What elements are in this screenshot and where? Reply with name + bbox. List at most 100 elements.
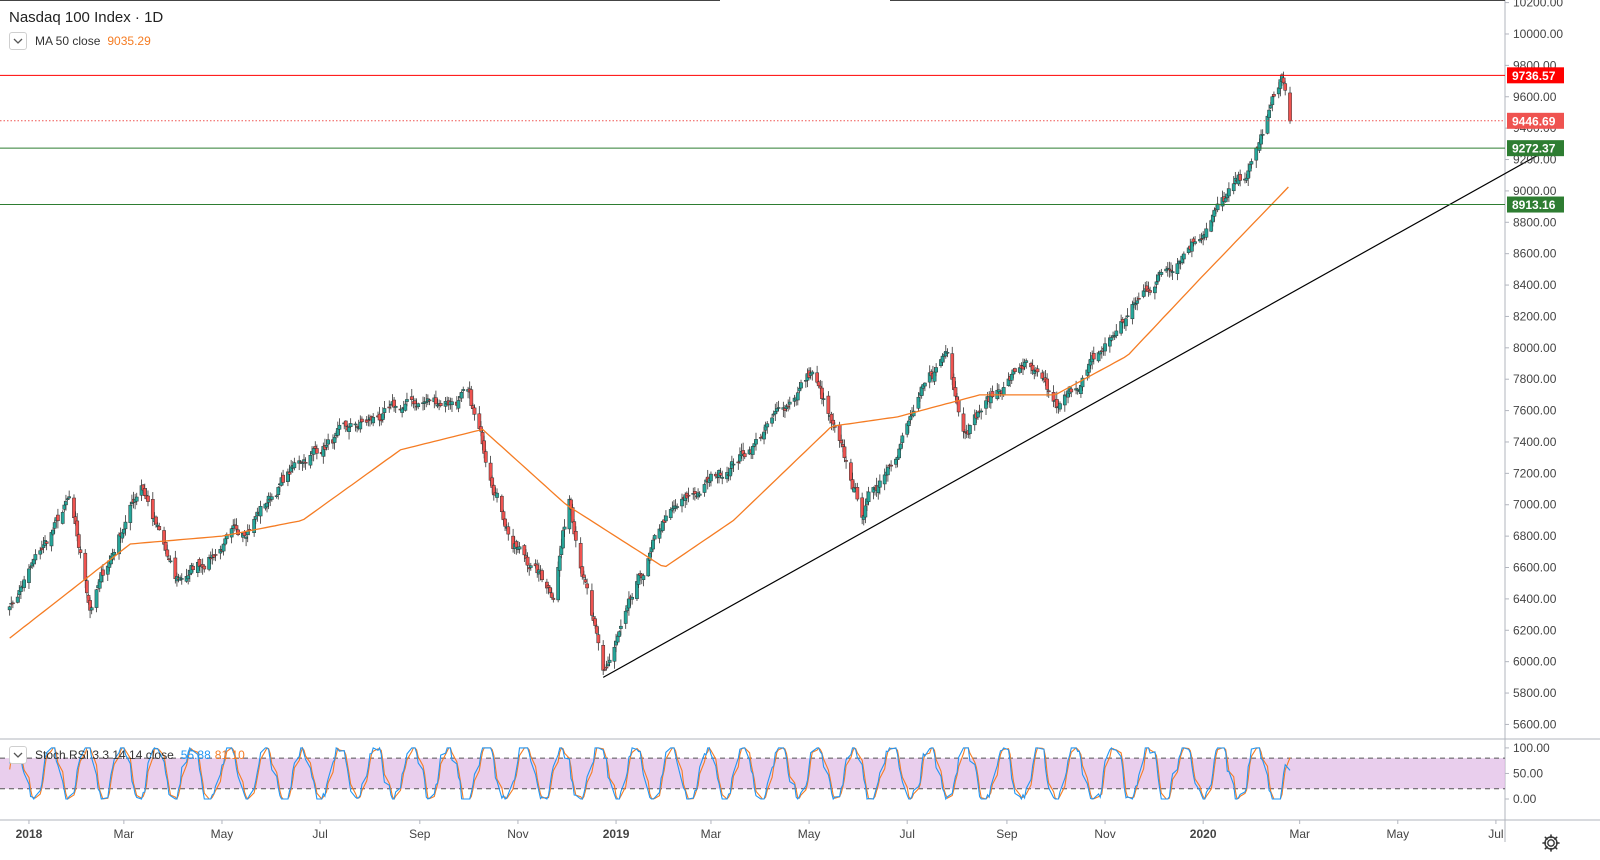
candle-up bbox=[347, 427, 351, 433]
candle-up bbox=[123, 521, 128, 530]
candle-down bbox=[281, 474, 285, 483]
candle-down bbox=[360, 418, 364, 423]
candle-down bbox=[150, 499, 155, 520]
candle-up bbox=[821, 398, 826, 400]
candle-up bbox=[1103, 343, 1107, 352]
candle-down bbox=[173, 557, 178, 580]
candle-down bbox=[1167, 268, 1172, 271]
candle-up bbox=[461, 389, 466, 391]
candle-down bbox=[956, 400, 961, 413]
price-level-tag-2 bbox=[1507, 140, 1564, 157]
chevron-down-icon[interactable] bbox=[9, 32, 27, 50]
candle-up bbox=[244, 536, 248, 539]
candle-down bbox=[815, 372, 819, 383]
candle-down bbox=[590, 590, 594, 616]
candle-down bbox=[287, 472, 292, 475]
candle-down bbox=[1136, 297, 1141, 300]
time-axis-label: May bbox=[211, 827, 234, 841]
price-axis-label: 6000.00 bbox=[1513, 655, 1557, 669]
candle-down bbox=[366, 419, 371, 422]
candle-up bbox=[1259, 134, 1263, 145]
candle-down bbox=[154, 516, 158, 525]
candle-down bbox=[503, 518, 507, 527]
candle-up bbox=[276, 487, 281, 495]
time-axis-label: 2020 bbox=[1190, 827, 1217, 841]
stoch-rsi-axis-label: 0.00 bbox=[1513, 792, 1537, 806]
candle-down bbox=[88, 600, 92, 611]
candle-up bbox=[754, 439, 758, 445]
time-axis-label: Nov bbox=[507, 827, 528, 841]
candle-down bbox=[839, 440, 844, 444]
candle-up bbox=[1135, 300, 1140, 304]
price-axis-label: 8800.00 bbox=[1513, 215, 1557, 229]
candle-up bbox=[1170, 271, 1175, 273]
candle-up bbox=[1223, 197, 1228, 203]
candle-down bbox=[849, 462, 853, 481]
candle-down bbox=[413, 400, 417, 405]
candle-up bbox=[1227, 188, 1231, 197]
ma-legend-label: MA 50 close bbox=[35, 34, 101, 48]
candle-down bbox=[594, 625, 599, 634]
candle-up bbox=[898, 443, 903, 450]
chart-title: Nasdaq 100 Index · 1D bbox=[9, 9, 164, 26]
candle-up bbox=[886, 467, 890, 476]
candle-up bbox=[940, 355, 945, 363]
candle-up bbox=[459, 392, 464, 399]
candle-up bbox=[265, 502, 269, 508]
candle-up bbox=[976, 411, 980, 418]
candle-down bbox=[514, 541, 519, 548]
candle-down bbox=[860, 497, 865, 518]
candle-down bbox=[1169, 269, 1173, 272]
candle-down bbox=[1035, 368, 1040, 373]
candle-up bbox=[221, 543, 226, 552]
candle-up bbox=[728, 468, 733, 477]
candle-up bbox=[117, 534, 121, 555]
candle-up bbox=[664, 515, 668, 522]
candle-down bbox=[469, 389, 474, 406]
candle-up bbox=[528, 565, 533, 568]
candle-up bbox=[810, 371, 815, 375]
candle-up bbox=[22, 579, 26, 588]
candle-up bbox=[326, 439, 330, 445]
candle-down bbox=[163, 542, 168, 551]
candle-up bbox=[863, 505, 868, 518]
candle-down bbox=[604, 666, 609, 669]
candle-down bbox=[427, 399, 432, 402]
candle-up bbox=[630, 596, 634, 600]
candle-down bbox=[78, 549, 83, 553]
candle-up bbox=[38, 550, 43, 555]
candle-down bbox=[483, 451, 488, 463]
candle-down bbox=[315, 448, 319, 454]
chevron-down-icon[interactable] bbox=[9, 746, 27, 764]
candle-up bbox=[400, 408, 404, 413]
candle-up bbox=[606, 663, 610, 667]
candle-down bbox=[583, 579, 588, 583]
price-axis: 10200.0010000.009800.009600.009400.00920… bbox=[1505, 0, 1563, 731]
candle-up bbox=[1159, 272, 1164, 275]
price-level-tag-1 bbox=[1507, 112, 1564, 129]
candle-down bbox=[85, 580, 89, 594]
candle-down bbox=[1288, 92, 1292, 122]
candle-up bbox=[67, 496, 72, 499]
candle-up bbox=[348, 423, 353, 427]
candle-up bbox=[1175, 263, 1180, 274]
candle-down bbox=[501, 511, 506, 521]
price-axis-label: 6600.00 bbox=[1513, 561, 1557, 575]
candle-up bbox=[562, 526, 567, 530]
candle-down bbox=[165, 549, 170, 557]
candle-up bbox=[762, 431, 766, 440]
candle-down bbox=[76, 534, 81, 548]
candle-up bbox=[731, 463, 736, 466]
candle-up bbox=[51, 529, 55, 535]
candle-up bbox=[229, 528, 234, 538]
gear-icon[interactable] bbox=[1540, 832, 1562, 854]
candle-down bbox=[409, 396, 414, 400]
candle-up bbox=[258, 506, 263, 517]
candle-up bbox=[450, 401, 454, 406]
time-axis-label: Nov bbox=[1094, 827, 1115, 841]
candle-up bbox=[65, 498, 70, 500]
price-axis-label: 6800.00 bbox=[1513, 529, 1557, 543]
candle-up bbox=[19, 586, 23, 592]
